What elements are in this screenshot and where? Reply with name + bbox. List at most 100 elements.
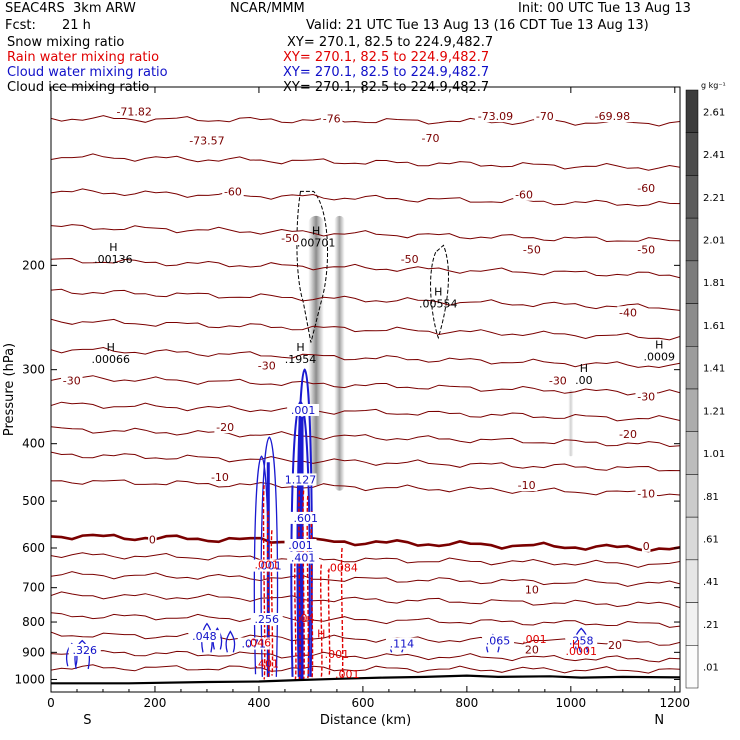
- temperature-label-bg: [515, 479, 538, 492]
- organization: NCAR/MMM: [230, 1, 305, 16]
- init-time: Init: 00 UTC Tue 13 Aug 13: [518, 1, 691, 16]
- snow-max-label: .1954: [285, 353, 317, 366]
- cloud-water-label-bg: [287, 551, 320, 564]
- temperature-label: -50: [637, 243, 655, 256]
- x-tick-label: 0: [47, 696, 55, 710]
- snow-max-label: .00: [575, 374, 593, 387]
- temperature-label-bg: [534, 110, 556, 123]
- temperature-contour-10: [51, 571, 680, 587]
- colorbar-label: .61: [703, 535, 719, 546]
- colorbar-label: 1.41: [703, 364, 725, 375]
- colorbar-swatch: [685, 431, 699, 475]
- rain-water-contour: [266, 511, 270, 677]
- snow-shading-column: [334, 215, 345, 491]
- colorbar-swatch: [685, 645, 699, 689]
- colorbar-swatch: [685, 132, 699, 176]
- temperature-label: -50: [523, 243, 541, 256]
- temperature-contour--5: [51, 479, 680, 497]
- valid-time: Valid: 21 UTC Tue 13 Aug 13 (16 CDT Tue …: [306, 18, 649, 33]
- temperature-contour--15: [51, 426, 680, 448]
- cloud-water-label: .001: [257, 560, 282, 573]
- snow-shading-column: [308, 215, 324, 486]
- snow-high-marker: H: [434, 286, 442, 299]
- cloud-water-label-bg: [482, 634, 515, 647]
- temperature-label: 0: [643, 540, 650, 553]
- rain-water-contour: [298, 490, 301, 680]
- temperature-contour-20: [51, 612, 680, 628]
- rain-water-contour: [302, 490, 305, 680]
- temperature-contour--25: [51, 375, 680, 396]
- rain-water-label: .401: [254, 658, 279, 671]
- y-tick-label: 600: [22, 541, 45, 555]
- temperature-contour--30: [51, 346, 680, 369]
- snow-high-marker: H: [655, 338, 663, 351]
- temperature-contour--45: [51, 257, 680, 279]
- colorbar-swatch: [685, 217, 699, 262]
- colorbar-label: 2.61: [703, 107, 725, 118]
- cloud-water-label: .071: [241, 638, 266, 651]
- temperature-label: 20: [608, 639, 622, 652]
- rain-water-label: .001: [325, 648, 350, 661]
- cloud-water-label: .401: [291, 552, 316, 565]
- rain-water-contour: [310, 511, 314, 679]
- cloud-water-contour: [65, 642, 78, 667]
- colorbar-label: .81: [703, 492, 719, 503]
- colorbar-label: 2.01: [703, 236, 725, 247]
- snow-max-label: .00136: [94, 253, 133, 266]
- temperature-label: -10: [211, 471, 229, 484]
- temperature-label-bg: [222, 185, 244, 198]
- temperature-label-bg: [113, 105, 155, 118]
- cloud-water-label: .114: [390, 638, 415, 651]
- snow-high-marker: H: [580, 362, 588, 375]
- colorbar-label: 1.21: [703, 406, 725, 417]
- rain-water-contour: [262, 485, 266, 680]
- temperature-label: -71.82: [116, 106, 151, 119]
- temperature-label-bg: [320, 112, 343, 125]
- colorbar-swatch: [685, 559, 699, 603]
- rain-water-label: .0001: [565, 645, 597, 658]
- snow-shading-column: [568, 390, 574, 457]
- field-xy-rain: XY= 270.1, 82.5 to 224.9,482.7: [283, 50, 490, 65]
- temperature-label-bg: [591, 110, 633, 123]
- cloud-water-label: .001: [288, 539, 313, 552]
- cloud-water-label-bg: [237, 637, 270, 650]
- cloud-water-label-bg: [284, 539, 317, 552]
- rain-water-label: .04: [297, 612, 315, 625]
- temperature-label-bg: [419, 132, 442, 145]
- cloud-water-label-bg: [284, 473, 317, 486]
- rain-water-label: H: [317, 627, 325, 640]
- temperature-contour-0: [51, 533, 680, 553]
- field-xy-cloud-water: XY= 270.1, 82.5 to 224.9,482.7: [283, 65, 490, 80]
- temperature-label: -10: [518, 479, 536, 492]
- temperature-label-bg: [635, 181, 657, 194]
- temperature-label-bg: [524, 643, 540, 656]
- snow-max-label: .00066: [92, 353, 131, 366]
- plot-frame: [50, 86, 681, 693]
- y-tick-label: 1000: [14, 672, 45, 686]
- temperature-label: -69.98: [595, 110, 630, 123]
- forecast-label: Fcst:: [5, 18, 36, 33]
- cloud-water-contour: [225, 630, 236, 653]
- temperature-label-bg: [617, 427, 639, 440]
- temperature-label-bg: [524, 583, 540, 596]
- colorbar-label: 1.61: [703, 321, 725, 332]
- temperature-label: -30: [258, 359, 276, 372]
- rain-water-contour: [294, 556, 297, 680]
- temperature-label: -70: [421, 132, 439, 145]
- temperature-label: 10: [525, 584, 539, 597]
- x-tick-label: 200: [144, 696, 167, 710]
- snow-contour-anvil: [430, 244, 449, 340]
- temperature-label: -20: [619, 428, 637, 441]
- x-tick-label: 800: [455, 696, 478, 710]
- rain-water-label: .001: [522, 633, 547, 646]
- snow-max-label: .00554: [419, 298, 458, 311]
- snow-high-marker: H: [312, 224, 320, 237]
- field-label-cloud-water: Cloud water mixing ratio: [7, 65, 168, 80]
- field-label-rain: Rain water mixing ratio: [7, 50, 160, 65]
- colorbar-swatch: [685, 303, 699, 347]
- temperature-contour--70: [51, 115, 680, 127]
- cloud-water-label: 1.127: [285, 473, 317, 486]
- temperature-label: -60: [224, 185, 242, 198]
- temperature-label-bg: [214, 421, 236, 434]
- rain-water-contour: [270, 530, 274, 676]
